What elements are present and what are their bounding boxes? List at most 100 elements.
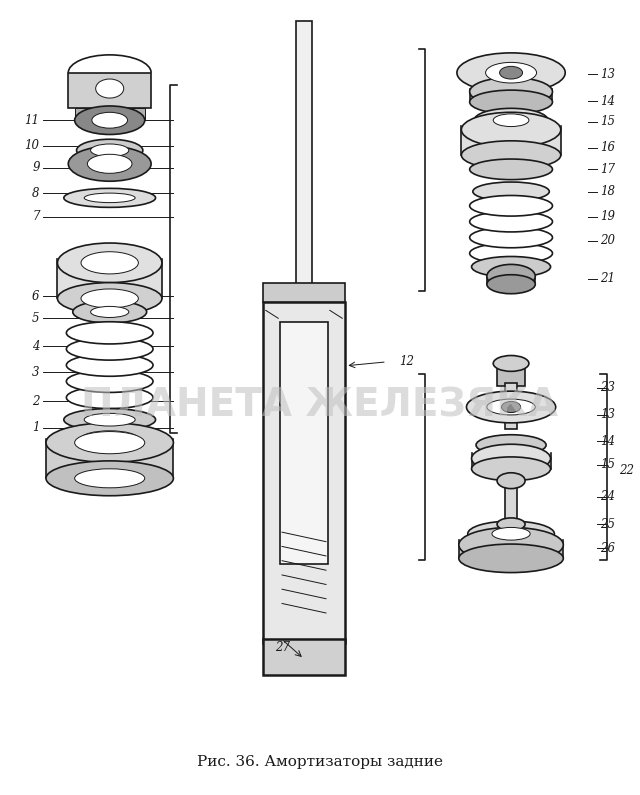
Ellipse shape	[492, 527, 530, 540]
Ellipse shape	[487, 399, 535, 415]
Text: 13: 13	[600, 409, 615, 421]
Ellipse shape	[81, 431, 138, 447]
Ellipse shape	[75, 469, 145, 488]
Ellipse shape	[470, 211, 552, 232]
Ellipse shape	[461, 112, 561, 147]
Bar	[262, 283, 346, 302]
Text: 26: 26	[600, 541, 615, 555]
Ellipse shape	[91, 306, 129, 317]
Ellipse shape	[487, 265, 535, 288]
Ellipse shape	[96, 79, 124, 98]
Bar	[280, 322, 328, 564]
Bar	[75, 108, 145, 120]
Text: 9: 9	[32, 161, 40, 174]
Ellipse shape	[58, 243, 162, 283]
Ellipse shape	[91, 144, 129, 157]
Bar	[262, 639, 346, 675]
Ellipse shape	[486, 62, 536, 83]
Ellipse shape	[46, 461, 173, 496]
Ellipse shape	[474, 108, 548, 132]
Ellipse shape	[487, 275, 535, 293]
Text: 19: 19	[600, 211, 615, 223]
Ellipse shape	[470, 243, 552, 264]
Ellipse shape	[467, 391, 556, 423]
Text: 6: 6	[32, 289, 40, 303]
Text: 11: 11	[24, 114, 40, 126]
Bar	[68, 72, 151, 108]
Text: 22: 22	[620, 464, 634, 477]
Text: 14: 14	[600, 95, 615, 107]
Ellipse shape	[500, 66, 522, 79]
Ellipse shape	[473, 182, 549, 201]
Ellipse shape	[58, 283, 162, 314]
Ellipse shape	[77, 139, 143, 161]
Ellipse shape	[472, 444, 550, 473]
Text: 10: 10	[24, 139, 40, 152]
Bar	[46, 439, 173, 479]
Text: 14: 14	[600, 435, 615, 448]
Text: 18: 18	[600, 185, 615, 198]
Ellipse shape	[67, 338, 153, 360]
Ellipse shape	[470, 77, 552, 106]
Bar	[262, 302, 346, 643]
Bar	[505, 383, 518, 429]
Ellipse shape	[75, 106, 145, 134]
Ellipse shape	[459, 527, 563, 562]
Ellipse shape	[493, 114, 529, 126]
Ellipse shape	[472, 457, 550, 481]
Text: 1: 1	[32, 421, 40, 434]
Ellipse shape	[84, 193, 135, 203]
Ellipse shape	[470, 227, 552, 248]
Text: 8: 8	[32, 187, 40, 200]
Ellipse shape	[64, 409, 156, 431]
Text: 25: 25	[600, 518, 615, 531]
Ellipse shape	[457, 53, 565, 92]
Text: 3: 3	[32, 366, 40, 378]
Text: 23: 23	[600, 382, 615, 394]
Text: 15: 15	[600, 115, 615, 128]
Bar	[461, 127, 561, 155]
Text: ПЛАНЕТА ЖЕЛЕЗЯКА: ПЛАНЕТА ЖЕЛЕЗЯКА	[81, 386, 559, 425]
Ellipse shape	[476, 435, 546, 456]
Ellipse shape	[470, 90, 552, 114]
Bar	[470, 87, 552, 102]
Text: 2: 2	[32, 395, 40, 408]
Ellipse shape	[58, 425, 162, 453]
Text: 27: 27	[275, 641, 291, 653]
Ellipse shape	[468, 521, 554, 546]
Ellipse shape	[470, 159, 552, 180]
Ellipse shape	[81, 252, 138, 274]
Ellipse shape	[67, 370, 153, 393]
Text: 21: 21	[600, 272, 615, 285]
Text: 12: 12	[399, 355, 415, 368]
Text: 16: 16	[600, 142, 615, 154]
Text: 17: 17	[600, 163, 615, 176]
Ellipse shape	[472, 257, 550, 277]
Ellipse shape	[68, 146, 151, 181]
Text: 5: 5	[32, 312, 40, 325]
Text: Рис. 36. Амортизаторы задние: Рис. 36. Амортизаторы задние	[197, 755, 443, 769]
Ellipse shape	[84, 413, 135, 426]
Ellipse shape	[497, 473, 525, 489]
Ellipse shape	[64, 188, 156, 207]
Ellipse shape	[461, 141, 561, 169]
Bar	[459, 542, 563, 558]
Ellipse shape	[46, 423, 173, 463]
Bar	[296, 21, 312, 302]
Text: 24: 24	[600, 490, 615, 503]
Bar	[505, 481, 518, 524]
Text: 4: 4	[32, 339, 40, 352]
Ellipse shape	[81, 289, 138, 308]
Ellipse shape	[493, 355, 529, 371]
Ellipse shape	[502, 401, 520, 413]
Ellipse shape	[67, 322, 153, 344]
Text: 20: 20	[600, 235, 615, 247]
Text: 13: 13	[600, 68, 615, 81]
Ellipse shape	[67, 354, 153, 376]
Bar	[497, 363, 525, 386]
Ellipse shape	[73, 301, 147, 323]
Bar	[58, 259, 162, 298]
Text: 15: 15	[600, 459, 615, 471]
Ellipse shape	[92, 112, 127, 128]
Ellipse shape	[497, 518, 525, 530]
